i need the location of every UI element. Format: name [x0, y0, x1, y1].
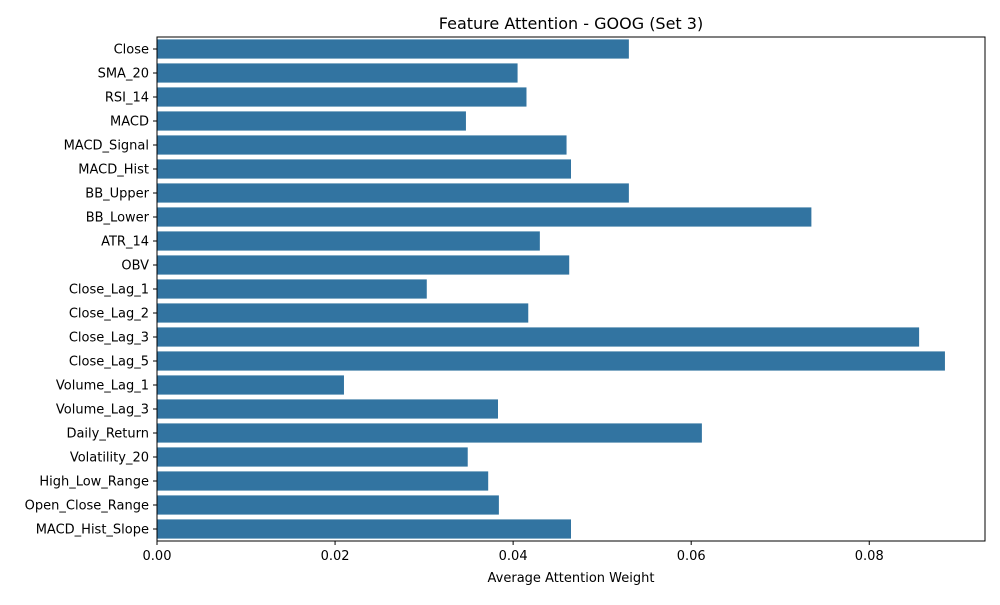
y-tick-label: BB_Upper	[85, 187, 149, 202]
y-tick-label: ATR_14	[101, 235, 149, 250]
bar-macd-hist-slope	[157, 519, 571, 539]
y-tick-label: Close_Lag_3	[69, 331, 149, 346]
bar-volume-lag-1	[157, 375, 344, 395]
y-tick-label: MACD_Hist	[78, 163, 149, 178]
y-tick-label: High_Low_Range	[39, 475, 149, 490]
y-tick-labels: Close SMA_20 RSI_14 MACD MACD_Signal MACD_His…	[25, 43, 157, 538]
y-tick-label: MACD_Hist_Slope	[36, 523, 149, 538]
bar-macd-hist	[157, 159, 571, 179]
y-tick-label: Volume_Lag_1	[56, 379, 149, 394]
y-tick-label: Close_Lag_5	[69, 355, 149, 370]
y-tick-label: Volume_Lag_3	[56, 403, 149, 418]
bar-bb-upper	[157, 183, 629, 203]
bar-macd	[157, 111, 466, 131]
bar-rsi-14	[157, 87, 527, 107]
y-tick-label: Daily_Return	[66, 427, 149, 442]
y-tick-label: Volatility_20	[70, 451, 149, 466]
bars-group	[157, 39, 945, 539]
y-tick-label: Open_Close_Range	[25, 499, 149, 514]
chart-title: Feature Attention - GOOG (Set 3)	[439, 14, 703, 33]
y-tick-label: MACD	[110, 115, 149, 130]
x-tick-label: 0.02	[321, 549, 350, 564]
bar-volatility-20	[157, 447, 468, 467]
x-tick-label: 0.08	[855, 549, 884, 564]
bar-volume-lag-3	[157, 399, 498, 419]
bar-close-lag-3	[157, 327, 920, 347]
bar-daily-return	[157, 423, 702, 443]
y-tick-label: BB_Lower	[86, 211, 150, 226]
bar-atr-14	[157, 231, 540, 251]
x-tick-label: 0.04	[499, 549, 528, 564]
bar-close-lag-2	[157, 303, 529, 323]
y-tick-label: Close_Lag_2	[69, 307, 149, 322]
x-axis-label: Average Attention Weight	[488, 571, 655, 586]
bar-high-low-range	[157, 471, 489, 491]
bar-macd-signal	[157, 135, 567, 155]
bar-obv	[157, 255, 570, 275]
x-tick-label: 0.06	[677, 549, 706, 564]
x-ticks: 0.00 0.02 0.04 0.06 0.08	[143, 541, 884, 564]
bar-bb-lower	[157, 207, 812, 227]
x-tick-label: 0.00	[143, 549, 172, 564]
bar-open-close-range	[157, 495, 499, 515]
bar-close-lag-1	[157, 279, 427, 299]
y-tick-label: OBV	[121, 259, 149, 274]
y-tick-label: Close	[114, 43, 149, 58]
bar-close-lag-5	[157, 351, 945, 371]
bar-sma-20	[157, 63, 518, 83]
y-tick-label: RSI_14	[105, 91, 149, 106]
plot-frame	[156, 36, 986, 542]
y-tick-label: SMA_20	[98, 67, 149, 82]
bar-close	[157, 39, 629, 59]
y-tick-label: MACD_Signal	[64, 139, 149, 154]
y-tick-label: Close_Lag_1	[69, 283, 149, 298]
